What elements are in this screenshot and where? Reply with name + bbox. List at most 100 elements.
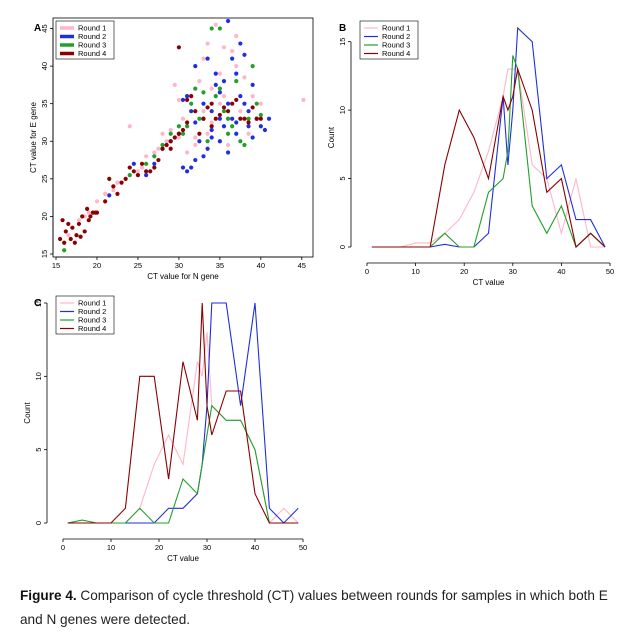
scatter-point [160,131,165,136]
scatter-point [189,165,194,170]
scatter-point [242,116,247,121]
scatter-point [217,90,222,95]
figure-panels: 15 20 25 30 35 40 45 15 20 25 30 35 40 45 CT value for… [23,17,614,563]
x-tick-label: 20 [93,261,101,270]
y-axis-label: Count [327,126,336,148]
scatter-point [168,127,173,133]
scatter-point [193,142,198,148]
scatter-point [86,218,91,223]
scatter-point [201,116,206,121]
scatter-point [180,116,186,121]
x-tick-label: 0 [61,543,65,552]
scatter-point [168,146,173,151]
scatter-point [246,109,251,114]
scatter-point [205,105,210,110]
y-tick-label: 10 [34,372,43,380]
x-tick-label: 0 [365,267,369,276]
scatter-point [197,79,202,84]
scatter-point [262,127,268,133]
scatter-point [111,184,116,189]
scatter-point [221,109,227,114]
panel-letter: B [339,23,346,34]
y-tick-label: 0 [338,245,347,249]
legend-label: Round 4 [382,49,410,58]
scatter-point [246,131,251,136]
scatter-point [144,154,149,159]
y-tick-label: 30 [40,137,49,145]
y-axis-label: CT value for E gene [29,101,38,173]
scatter-point [62,240,67,245]
scatter-point [164,142,169,148]
scatter-point [193,135,198,140]
scatter-point [144,169,149,174]
scatter-point [254,116,259,121]
scatter-point [184,120,190,125]
scatter-point [107,193,112,198]
scatter-point [148,169,153,174]
legend-label: Round 4 [78,49,106,58]
scatter-point [63,229,68,234]
y-tick-label: 15 [338,38,347,46]
x-tick-label: 25 [134,261,142,270]
scatter-point [221,94,227,99]
scatter-point [205,131,210,136]
scatter-point [217,86,222,91]
scatter-point [156,146,161,151]
scatter-point [221,124,227,129]
scatter-point [111,188,116,193]
scatter-point [88,214,93,219]
scatter-point [242,52,247,57]
scatter-point [127,172,132,178]
scatter-point [201,56,206,61]
scatter-point [246,120,251,125]
scatter-point [213,116,218,121]
scatter-point [225,18,231,24]
scatter-point [66,233,71,238]
scatter-point [230,116,235,121]
scatter-point [123,176,128,181]
x-tick-label: 50 [299,543,307,552]
figure-caption: Figure 4. Comparison of cycle threshold … [20,584,616,632]
scatter-point [144,172,149,178]
scatter-point [301,97,306,103]
x-tick-label: 50 [606,267,614,276]
y-tick-label: 40 [40,62,49,70]
y-tick-label: 25 [40,175,49,183]
scatter-point [217,101,222,106]
scatter-point [217,116,222,121]
scatter-point [254,101,259,106]
panel-A: 15 20 25 30 35 40 45 15 20 25 30 35 40 45 CT value for… [29,17,314,281]
scatter-point [225,109,231,114]
x-tick-label: 35 [216,261,224,270]
scatter-point [205,146,210,151]
scatter-point [225,142,231,148]
caption-text: Comparison of cycle threshold (CT) value… [20,588,608,627]
legend-label: Round 2 [78,307,106,316]
y-tick-label: 15 [40,250,49,258]
x-tick-label: 20 [155,543,163,552]
x-axis-label: CT value [167,554,199,563]
scatter-point [250,82,255,87]
scatter-point [225,131,231,136]
y-tick-label: 10 [338,106,347,114]
scatter-point [184,97,190,103]
scatter-point [135,172,141,178]
scatter-point [78,234,83,239]
scatter-point [209,135,214,140]
y-tick-label: 35 [40,100,49,108]
legend-label: Round 2 [78,32,106,41]
scatter-point [258,101,263,106]
scatter-point [139,165,145,170]
scatter-point [193,86,198,91]
y-axis-label: Count [23,402,32,424]
scatter-point [201,109,206,114]
scatter-point [234,131,239,136]
y-tick-label: 45 [40,24,49,32]
scatter-point [238,41,243,46]
scatter-point [68,236,73,242]
y-tick-label: 5 [338,176,347,180]
series-line-round-4 [67,302,299,524]
